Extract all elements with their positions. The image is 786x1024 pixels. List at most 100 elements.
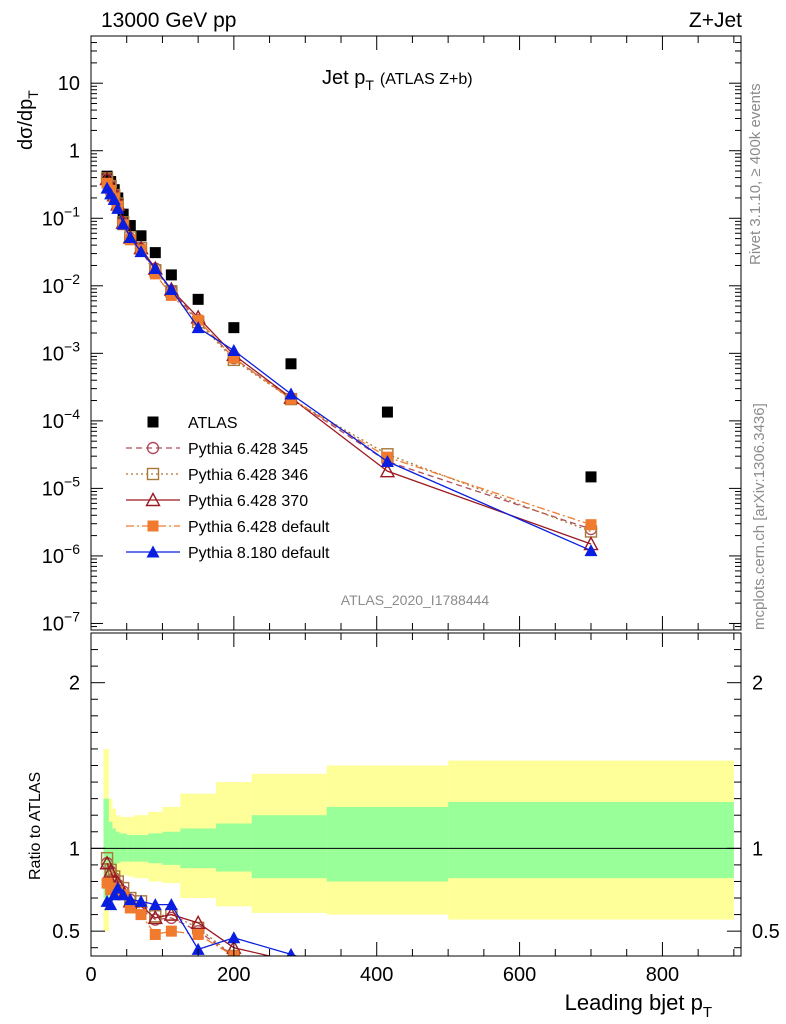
ratio-point-pdefault xyxy=(165,925,177,937)
legend-marker xyxy=(145,492,161,507)
legend-marker xyxy=(146,441,160,455)
x-axis-label-text: Leading bjet p xyxy=(565,990,703,1015)
data-point-atlas xyxy=(381,406,393,418)
y-tick-label: 10−3 xyxy=(42,338,80,365)
series-p345 xyxy=(100,172,598,536)
main-frame xyxy=(90,35,742,631)
legend-label: Pythia 6.428 370 xyxy=(188,493,308,510)
ratio-point-p8 xyxy=(107,888,121,901)
main-y-label: dσ/dpT xyxy=(15,90,41,150)
main-y-label-text: dσ/dp xyxy=(15,99,37,150)
ratio-point-p346 xyxy=(100,852,114,865)
data-point-p8 xyxy=(116,217,130,230)
chart-title-main: Jet p xyxy=(322,67,365,89)
data-point-p8 xyxy=(227,344,241,357)
y-tick-base: 10 xyxy=(42,613,64,635)
data-point-atlas xyxy=(117,208,129,220)
data-point-atlas xyxy=(585,471,597,483)
data-point-p8 xyxy=(111,201,125,214)
data-point-atlas xyxy=(149,247,161,259)
legend-item-p345: Pythia 6.428 345 xyxy=(126,441,308,458)
legend-label: ATLAS xyxy=(188,415,238,432)
y-tick-exponent: −4 xyxy=(64,406,80,422)
energy-label: 13000 GeV pp xyxy=(101,9,236,32)
ratio-point-pdefault xyxy=(149,928,161,940)
y-tick-base: 10 xyxy=(42,411,64,433)
y-tick-label: 10−2 xyxy=(42,271,80,298)
y-tick-label: 10−7 xyxy=(42,608,80,635)
uncertainty-band-inner xyxy=(326,806,449,882)
ratio-point-p8 xyxy=(116,888,130,901)
ratio-point-p8 xyxy=(148,898,162,911)
legend-label: Pythia 6.428 346 xyxy=(188,467,308,484)
ratio-y-tick-label-right: 2 xyxy=(752,673,763,695)
y-tick-exponent: −2 xyxy=(64,271,80,287)
data-point-pdefault xyxy=(165,289,177,301)
y-tick-base: 10 xyxy=(58,73,80,95)
watermark-label: ATLAS_2020_I1788444 xyxy=(341,592,490,608)
ratio-point-p8 xyxy=(164,898,178,911)
ratio-y-label: Ratio to ATLAS xyxy=(27,772,44,880)
legend-item-p346: Pythia 6.428 346 xyxy=(126,467,308,484)
ratio-y-tick-label: 0.5 xyxy=(52,921,80,943)
ratio-point-p370 xyxy=(190,914,206,930)
legend-label: Pythia 8.180 default xyxy=(188,545,330,562)
data-point-p8 xyxy=(107,192,121,205)
x-tick-label: 800 xyxy=(646,964,679,986)
legend-marker xyxy=(146,545,160,558)
ratio-point-p8 xyxy=(191,942,205,955)
series-line-pdefault xyxy=(106,182,592,526)
y-tick-label: 10−6 xyxy=(42,541,80,568)
data-point-atlas xyxy=(228,322,240,334)
data-point-p8 xyxy=(380,455,394,468)
ratio-point-p370 xyxy=(163,906,180,921)
y-tick-base: 10 xyxy=(42,546,64,568)
series-line-p8 xyxy=(106,187,592,552)
series-p8 xyxy=(100,181,598,557)
uncertainty-band-inner xyxy=(216,823,252,872)
series-p346 xyxy=(100,172,598,538)
uncertainty-band-inner xyxy=(112,828,116,867)
rivet-label: Rivet 3.1.10, ≥ 400k events xyxy=(747,83,764,265)
ratio-point-p8 xyxy=(123,893,137,906)
ratio-point-p8 xyxy=(227,931,241,944)
data-point-p8 xyxy=(164,283,178,296)
y-tick-exponent: −7 xyxy=(64,608,80,624)
uncertainty-band-inner xyxy=(251,815,327,879)
data-point-p8 xyxy=(584,544,598,557)
y-tick-base: 10 xyxy=(42,343,64,365)
ratio-y-tick-label: 2 xyxy=(69,673,80,695)
y-tick-exponent: −5 xyxy=(64,473,80,489)
series-pdefault xyxy=(101,177,597,531)
x-axis-label-sub: T xyxy=(703,1004,712,1021)
chart-title-suffix: (ATLAS Z+b) xyxy=(380,71,473,88)
ratio-point-p370 xyxy=(147,909,163,925)
ratio-series-p8 xyxy=(100,881,299,956)
ratio-point-pdefault xyxy=(101,877,113,889)
series-line-p345 xyxy=(106,178,592,530)
data-point-atlas xyxy=(192,293,204,305)
legend-marker xyxy=(146,467,160,481)
main-y-label-sub: T xyxy=(25,90,41,99)
y-tick-label: 1 xyxy=(69,141,80,163)
ratio-y-tick-label-right: 1 xyxy=(752,838,763,860)
series-p370 xyxy=(99,171,599,551)
ratio-plot-area xyxy=(91,748,741,998)
chart-title-sub: T xyxy=(365,77,374,93)
x-tick-label: 0 xyxy=(85,964,96,986)
data-point-p8 xyxy=(134,245,148,258)
series-line-p346 xyxy=(106,178,592,533)
ratio-y-tick-label-right: 0.5 xyxy=(752,921,780,943)
legend-item-pdefault: Pythia 6.428 default xyxy=(126,519,330,536)
ratio-point-p370 xyxy=(381,986,394,998)
ratio-point-p345 xyxy=(286,957,297,968)
ratio-point-p370 xyxy=(102,863,119,878)
data-point-atlas xyxy=(165,269,177,281)
ratio-point-pdefault xyxy=(192,928,204,940)
legend-item-p370: Pythia 6.428 370 xyxy=(126,492,308,510)
mcplots-label: mcplots.cern.ch [arXiv:1306.3436] xyxy=(751,403,768,630)
legend-label: Pythia 6.428 345 xyxy=(188,441,308,458)
series-line-p370 xyxy=(106,178,592,545)
